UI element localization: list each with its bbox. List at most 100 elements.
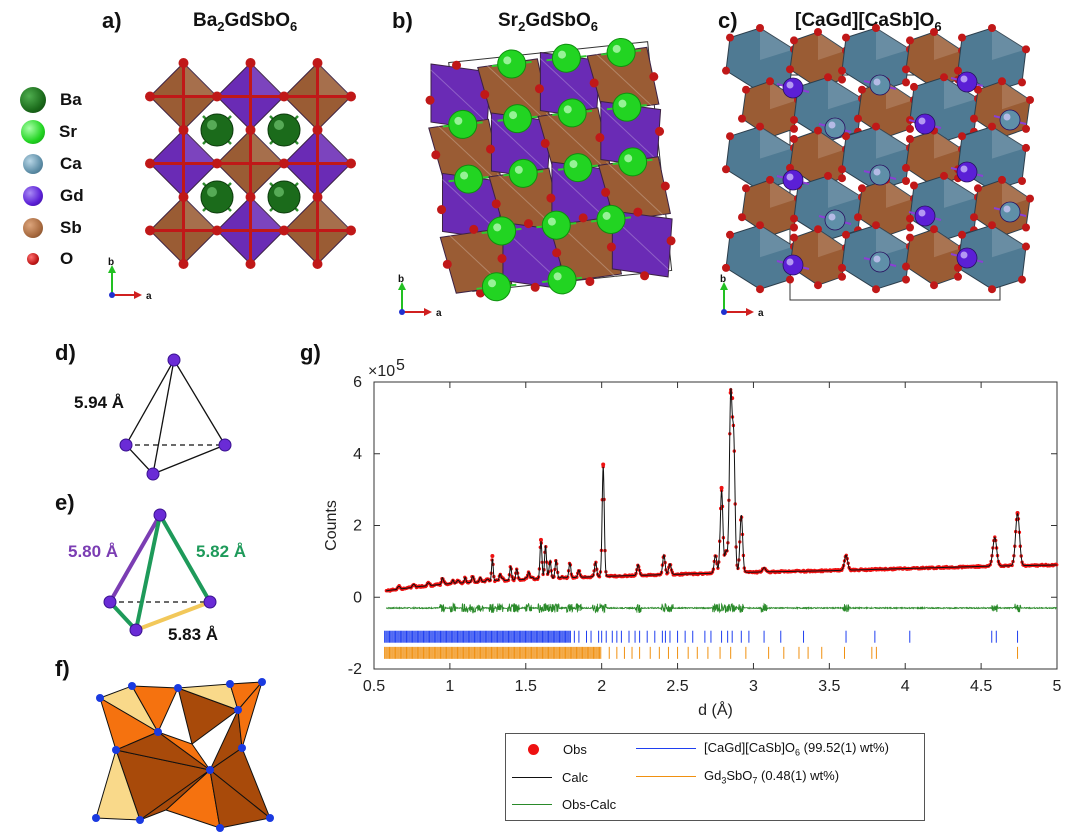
y-axis-label: Counts <box>323 500 340 551</box>
o-atom <box>497 254 507 264</box>
gd-vertex <box>174 684 182 692</box>
y-tick-label: 0 <box>353 589 362 606</box>
tilted-network <box>425 37 676 302</box>
sr-atom <box>557 98 587 128</box>
axis-indicator-a: ba <box>108 257 152 302</box>
o-atom <box>726 33 734 42</box>
o-atom <box>178 259 189 269</box>
c-axis-dot <box>399 309 405 315</box>
legend-item-o: O <box>20 245 73 273</box>
o-atom <box>655 126 665 136</box>
x-tick-label: 0.5 <box>363 678 385 695</box>
o-atom <box>666 236 676 246</box>
gd-vertex <box>129 623 143 637</box>
o-atom <box>970 114 978 123</box>
x-tick-label: 2.5 <box>666 678 688 695</box>
o-atom <box>988 285 996 294</box>
y-tick-label: -2 <box>348 661 362 678</box>
x-tick-label: 1.5 <box>515 678 537 695</box>
legend-calc: Calc <box>512 770 588 785</box>
sr-atom <box>563 153 593 183</box>
panel-label-f: f) <box>55 656 70 681</box>
y-tick-label: 4 <box>353 446 362 463</box>
o-atom <box>346 91 356 102</box>
o-atom <box>425 95 435 105</box>
o-atom <box>954 66 962 75</box>
o-atom <box>906 223 914 232</box>
o-atom <box>578 213 588 223</box>
o-atom <box>906 36 914 45</box>
o-atom <box>998 175 1006 184</box>
o-atom <box>1026 194 1034 203</box>
sr-atom <box>454 164 484 194</box>
reflection-ticks-impurity-phase <box>384 646 1019 659</box>
sr-atom <box>618 147 648 177</box>
distance-label-green: 5.82 Å <box>196 542 246 561</box>
y-multiplier-exponent: 5 <box>396 357 405 374</box>
o-atom <box>872 122 880 131</box>
tetrahedron-face <box>131 685 179 734</box>
legend-item-ba: Ba <box>20 86 82 114</box>
calc-line <box>386 387 1057 592</box>
o-atom <box>601 187 611 197</box>
o-atom <box>842 230 850 239</box>
obs-point <box>601 462 606 467</box>
tetrahedron-face <box>139 769 211 821</box>
o-atom <box>988 122 996 131</box>
o-atom <box>790 223 798 232</box>
o-atom <box>766 77 774 86</box>
o-atom <box>649 72 659 82</box>
axis-indicator-b: ba <box>398 274 442 319</box>
o-atom <box>756 221 764 230</box>
o-atom <box>838 165 846 174</box>
panel-label-c: c) <box>718 8 738 33</box>
o-atom <box>786 65 794 74</box>
o-atom <box>145 225 155 236</box>
gd-vertex <box>238 744 246 752</box>
legend-item-gd: Gd <box>20 182 84 210</box>
o-atom <box>660 181 670 191</box>
sr-atom <box>508 158 538 188</box>
gd-atom-icon <box>23 186 43 206</box>
o-atom <box>480 89 490 99</box>
main-phase-line-icon <box>636 748 696 750</box>
o-atom <box>738 213 746 222</box>
o-atom <box>585 276 595 286</box>
x-tick-label: 2 <box>597 678 606 695</box>
b-axis-label: b <box>398 274 404 285</box>
o-atom <box>970 213 978 222</box>
o-atom <box>998 77 1006 86</box>
x-tick-label: 4.5 <box>970 678 992 695</box>
tetrahedron-face <box>114 731 211 771</box>
o-atom <box>606 242 616 252</box>
o-atom <box>279 158 289 169</box>
o-atom <box>790 135 798 143</box>
o-atom <box>872 285 880 294</box>
sr-atom <box>481 272 511 302</box>
sr-atom <box>547 265 577 295</box>
o-atom <box>988 24 996 32</box>
o-atom <box>726 230 734 239</box>
o-atom <box>346 225 356 236</box>
gd-vertex <box>146 467 160 481</box>
o-atom <box>930 281 938 290</box>
o-atom <box>906 233 914 242</box>
o-atom <box>902 78 910 87</box>
chart-legend: Obs Calc Obs-Calc [CaGd][CaSb]O6 (99.52(… <box>505 733 925 821</box>
panel-title-a: Ba2GdSbO6 <box>193 10 298 34</box>
gd-vertex <box>258 678 266 686</box>
o-atom <box>738 114 746 123</box>
panel-title-b: Sr2GdSbO6 <box>498 10 598 34</box>
b-axis-label: b <box>720 274 726 285</box>
gd-vertex <box>128 682 136 690</box>
o-atom <box>178 192 189 202</box>
sr-atom <box>606 37 636 67</box>
ca-atom-icon <box>23 154 43 174</box>
distance-label-purple: 5.80 Å <box>68 542 118 561</box>
o-atom <box>530 282 540 292</box>
o-atom-icon <box>27 253 39 265</box>
o-atom <box>930 28 938 36</box>
ba-atom-icon <box>20 87 46 113</box>
o-atom <box>540 138 550 148</box>
